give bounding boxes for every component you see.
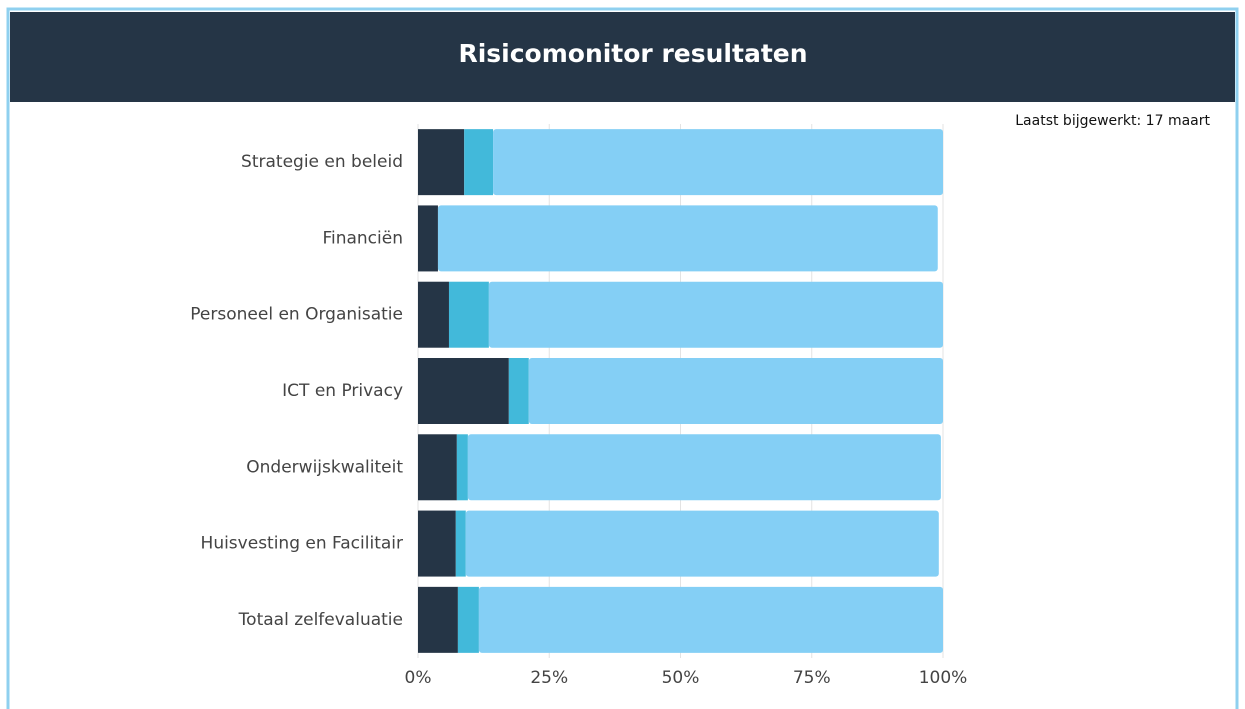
bar-segment (418, 434, 457, 501)
bar-segment (418, 205, 438, 272)
updated-note: Laatst bijgewerkt: 17 maart (1015, 113, 1210, 129)
y-tick-label: Onderwijskwaliteit (246, 457, 403, 477)
bar-segment (418, 281, 449, 348)
bar-segment (448, 281, 489, 348)
bar-segment (467, 434, 941, 501)
bar-segment (508, 358, 529, 424)
bar-segment (418, 358, 509, 424)
bar-segment (528, 358, 943, 424)
bar-segment (488, 281, 943, 348)
frame (6, 7, 1239, 709)
y-tick-label: Financiën (322, 228, 403, 248)
bar-segment (464, 129, 494, 196)
bar-segment (456, 434, 468, 501)
header (10, 12, 1235, 102)
bar-segment (455, 510, 466, 577)
y-tick-label: Strategie en beleid (241, 152, 403, 172)
x-tick-label: 50% (662, 668, 700, 688)
bar-segment (437, 205, 938, 272)
y-tick-label: ICT en Privacy (282, 381, 403, 401)
y-tick-label: Personeel en Organisatie (190, 305, 403, 325)
bar-segment (418, 129, 465, 196)
y-tick-label: Totaal zelfevaluatie (238, 610, 403, 630)
x-tick-label: 0% (405, 668, 432, 688)
chart-title: Risicomonitor resultaten (458, 39, 807, 68)
y-tick-label: Huisvesting en Facilitair (201, 534, 403, 554)
bar-segment (478, 586, 943, 653)
bar-segment (465, 510, 939, 577)
bar-segment (418, 510, 456, 577)
bar-segment (457, 586, 479, 653)
bar-segment (418, 586, 458, 653)
x-tick-label: 25% (530, 668, 568, 688)
bar-segment (493, 129, 943, 196)
x-tick-label: 75% (793, 668, 831, 688)
x-tick-label: 100% (919, 668, 968, 688)
